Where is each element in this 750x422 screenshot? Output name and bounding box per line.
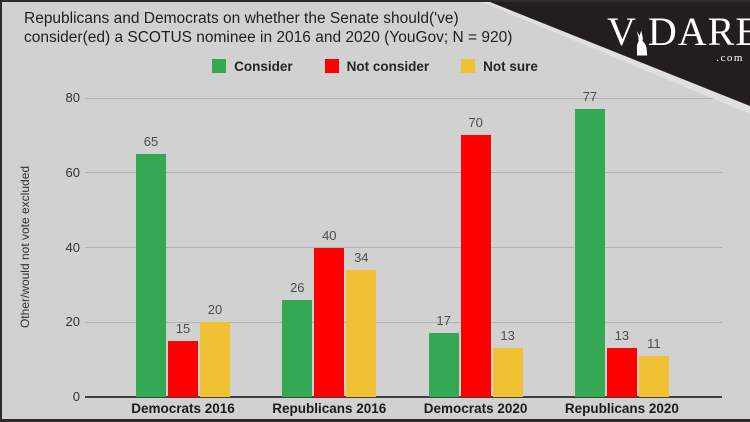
x-axis-labels: Democrats 2016 Republicans 2016 Democrats …	[85, 401, 722, 418]
bar	[428, 333, 459, 397]
bar	[200, 322, 230, 397]
y-tick-label: 0	[72, 389, 80, 404]
bar	[282, 299, 313, 397]
y-axis-title: Other/would not vote excluded	[18, 165, 32, 329]
bar-value-label: 34	[354, 249, 369, 265]
y-tick-label: 20	[65, 314, 80, 330]
y-tick-label: 40	[65, 239, 80, 255]
bar-value-label: 40	[322, 227, 337, 243]
bar-value-label: 77	[582, 89, 598, 105]
bar	[638, 355, 669, 397]
chart-title-line1: Republicans and Democrats on whether the…	[24, 10, 459, 27]
legend-swatch	[212, 59, 227, 73]
bar	[574, 109, 605, 397]
x-axis-line	[85, 396, 722, 398]
chart-title: Republicans and Democrats on whether the…	[24, 9, 512, 47]
legend-swatch	[324, 59, 339, 73]
bar-value-label: 13	[500, 328, 515, 344]
bar-value-label: 11	[647, 335, 661, 351]
legend-item: Consider	[212, 59, 293, 74]
frame-border-left	[0, 0, 2, 422]
bar-value-label: 13	[614, 328, 630, 344]
gridline-60	[85, 172, 722, 174]
legend-label: Not consider	[346, 58, 430, 74]
y-tick-label: 60	[65, 164, 80, 180]
frame-border-bottom	[0, 419, 750, 422]
bar	[606, 348, 637, 397]
vdare-logo: V DARE .com	[607, 9, 750, 65]
logo-letters-dare: DARE	[647, 9, 750, 54]
bar	[314, 247, 345, 397]
bar	[492, 348, 523, 397]
bar-value-label: 26	[290, 279, 305, 295]
bar-value-label: 70	[468, 115, 483, 131]
gridline-80	[85, 97, 722, 99]
bar-value-label: 15	[175, 320, 191, 336]
legend-label: Consider	[234, 58, 293, 74]
x-category-label: Republicans 2020	[564, 401, 679, 416]
legend-swatch	[461, 59, 476, 73]
bar-value-label: 17	[436, 313, 451, 329]
y-tick-label: 80	[65, 90, 80, 105]
gridline-40	[85, 247, 722, 248]
frame-border-top	[0, 0, 750, 2]
white-doe-icon	[636, 30, 648, 56]
chart-legend: Consider Not consider Not sure	[0, 57, 750, 75]
legend-label: Not sure	[483, 58, 538, 74]
bar	[168, 340, 198, 397]
x-category-label: Democrats 2020	[423, 401, 528, 416]
legend-item: Not sure	[461, 59, 538, 74]
bar	[346, 269, 377, 397]
gridline-20	[85, 321, 722, 323]
x-category-label: Democrats 2016	[131, 401, 235, 416]
chart-title-line2: consider(ed) a SCOTUS nominee in 2016 an…	[24, 29, 513, 46]
bar	[136, 154, 166, 397]
bar	[460, 135, 491, 397]
x-category-label: Republicans 2016	[272, 401, 387, 416]
logo-dot-com: .com	[716, 52, 744, 64]
logo-letter-v: V	[607, 9, 637, 54]
bar-value-label: 65	[143, 134, 159, 150]
legend-item: Not consider	[324, 58, 430, 74]
plot-area: 65 15 20 26 40 34 17 70 13 77 13 11	[85, 89, 722, 398]
bar-value-label: 20	[207, 302, 223, 318]
